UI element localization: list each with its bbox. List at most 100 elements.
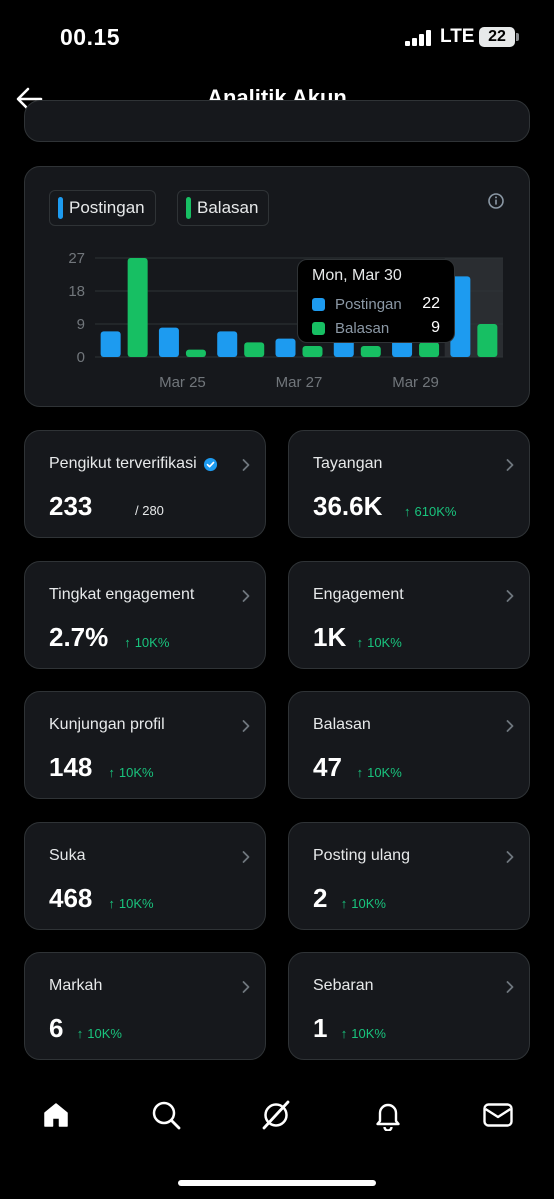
nav-home[interactable] — [26, 1085, 86, 1145]
metric-label-text: Tingkat engagement — [49, 585, 195, 603]
arrow-left-icon — [16, 87, 43, 111]
nav-messages[interactable] — [468, 1085, 528, 1145]
arrow-up-icon: ↑ — [76, 1026, 84, 1041]
metric-label: Posting ulang — [313, 847, 410, 865]
status-time: 00.15 — [60, 24, 121, 50]
chevron-right-icon — [242, 981, 250, 993]
x-tick-label: Mar 29 — [392, 374, 439, 391]
metric-card[interactable]: Engagement 1K ↑ 10K% — [288, 560, 530, 669]
metric-label: Pengikut terverifikasi — [49, 455, 218, 473]
metric-change-text: 10K% — [367, 634, 402, 650]
metric-change: ↑ 10K% — [124, 635, 169, 650]
legend-label: Postingan — [69, 198, 145, 217]
metric-value: 468 — [49, 882, 93, 913]
metric-card[interactable]: Markah 6 ↑ 10K% — [24, 952, 266, 1060]
metric-value: 1 — [313, 1013, 328, 1043]
chevron-right-icon — [242, 589, 250, 602]
metric-card[interactable]: Pengikut terverifikasi 233 / 280 — [24, 430, 266, 538]
arrow-up-icon: ↑ — [340, 895, 348, 911]
tooltip-title: Mon, Mar 30 — [312, 267, 402, 284]
nav-search[interactable] — [136, 1085, 196, 1145]
metric-change-text: 10K% — [87, 1026, 122, 1041]
bar-postingan — [158, 327, 179, 357]
arrow-up-icon: ↑ — [340, 1026, 348, 1041]
metric-label-text: Sebaran — [313, 977, 374, 994]
metric-total: / 280 — [135, 503, 164, 518]
y-tick-label: 18 — [68, 283, 85, 300]
tooltip-series-name: Postingan — [335, 295, 402, 313]
tooltip-series-name: Balasan — [335, 319, 390, 337]
x-tick-label: Mar 25 — [159, 374, 206, 391]
metric-label-text: Kunjungan profil — [49, 716, 165, 733]
metric-card[interactable]: Balasan 47 ↑ 10K% — [288, 691, 530, 799]
metric-value: 36.6K — [313, 491, 383, 521]
tooltip-swatch — [312, 297, 325, 311]
bar-balasan — [477, 324, 498, 357]
bar-postingan — [450, 276, 471, 357]
grok-icon — [262, 1100, 290, 1130]
arrow-up-icon: ↑ — [108, 765, 115, 780]
chart-tooltip: Mon, Mar 30 Postingan 22 Balasan 9 — [297, 259, 455, 343]
bar-postingan — [333, 338, 354, 357]
metric-change: ↑ 10K% — [108, 896, 153, 911]
tooltip-row-postingan: Postingan 22 — [312, 292, 440, 316]
bar-postingan — [100, 331, 121, 357]
metric-label-text: Posting ulang — [313, 846, 410, 864]
home-indicator — [178, 1180, 376, 1186]
metric-label-text: Markah — [49, 977, 103, 994]
metric-change-text: 10K% — [351, 1026, 386, 1041]
bar-postingan — [275, 338, 296, 357]
metric-label-text: Balasan — [313, 716, 371, 733]
metric-label-text: Suka — [49, 846, 86, 864]
arrow-up-icon: ↑ — [404, 504, 411, 519]
metric-change-text: 10K% — [367, 765, 402, 780]
info-icon[interactable] — [487, 192, 505, 210]
metric-card[interactable]: Kunjungan profil 148 ↑ 10K% — [24, 691, 266, 799]
metric-value: 2.7% — [49, 621, 109, 652]
bar-balasan — [127, 258, 148, 357]
metric-label-text: Engagement — [313, 585, 404, 603]
metric-label-text: Pengikut terverifikasi — [49, 455, 197, 472]
metric-value: 1K — [313, 621, 347, 652]
metric-change-text: 10K% — [134, 634, 170, 650]
tooltip-series-value: 9 — [431, 319, 440, 336]
y-tick-label: 27 — [68, 250, 85, 267]
status-bar: 00.15 LTE 22 — [0, 0, 554, 75]
chevron-right-icon — [242, 720, 250, 732]
metric-card[interactable]: Posting ulang 2 ↑ 10K% — [288, 821, 530, 930]
metric-label: Balasan — [313, 716, 371, 734]
y-tick-label: 9 — [77, 316, 85, 333]
nav-grok[interactable] — [246, 1085, 306, 1145]
bar-balasan — [244, 342, 265, 357]
back-button[interactable] — [14, 85, 44, 113]
legend-item-postingan[interactable]: Postingan — [49, 190, 156, 226]
verified-badge-icon — [203, 457, 217, 471]
metric-change: ↑ 10K% — [341, 1026, 386, 1041]
network-type: LTE — [440, 26, 475, 47]
metric-label: Tayangan — [313, 455, 382, 473]
nav-notifications[interactable] — [358, 1085, 418, 1145]
metric-card[interactable]: Sebaran 1 ↑ 10K% — [288, 952, 530, 1060]
metric-value: 6 — [49, 1013, 64, 1043]
metric-label: Engagement — [313, 586, 404, 604]
metric-value: 233 — [49, 491, 93, 521]
bell-icon — [376, 1103, 400, 1131]
metric-change: ↑ 10K% — [77, 1026, 122, 1041]
tooltip-row-balasan: Balasan 9 — [312, 316, 440, 340]
metric-change: ↑ 10K% — [357, 635, 402, 650]
metric-change: ↑ 10K% — [108, 765, 153, 780]
metric-card[interactable]: Tayangan 36.6K ↑ 610K% — [288, 430, 530, 538]
bar-postingan — [217, 331, 238, 357]
arrow-up-icon: ↑ — [108, 895, 115, 911]
legend-swatch — [186, 197, 191, 219]
legend-item-balasan[interactable]: Balasan — [177, 190, 270, 226]
metric-change: ↑ 10K% — [341, 896, 386, 911]
metric-label: Markah — [49, 977, 102, 995]
metric-label-text: Tayangan — [313, 455, 383, 472]
bar-postingan — [392, 338, 413, 357]
metric-card[interactable]: Tingkat engagement 2.7% ↑ 10K% — [24, 560, 266, 669]
metric-card[interactable]: Suka 468 ↑ 10K% — [24, 821, 266, 930]
arrow-up-icon: ↑ — [356, 634, 364, 650]
metric-label: Sebaran — [313, 977, 374, 995]
chevron-right-icon — [506, 459, 514, 471]
